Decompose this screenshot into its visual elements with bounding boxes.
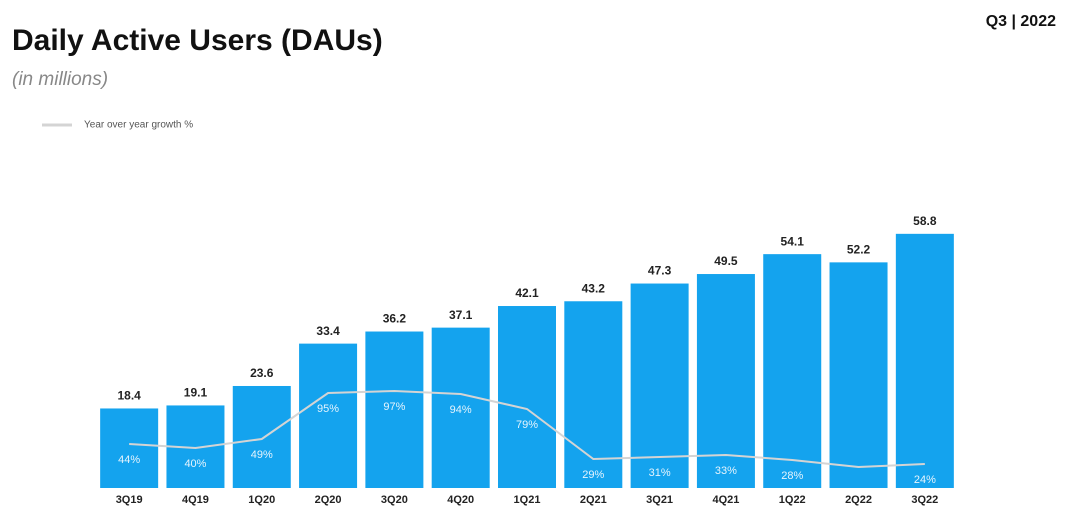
bar bbox=[829, 262, 888, 488]
legend-label: Year over year growth % bbox=[84, 120, 193, 131]
bar bbox=[564, 301, 623, 488]
x-tick-label: 3Q20 bbox=[381, 494, 408, 506]
growth-label: 40% bbox=[184, 458, 206, 470]
x-tick-label: 1Q22 bbox=[779, 494, 806, 506]
x-tick-label: 2Q20 bbox=[315, 494, 342, 506]
bar bbox=[895, 233, 954, 488]
bar-value-label: 43.2 bbox=[582, 281, 606, 295]
x-tick-label: 2Q21 bbox=[580, 494, 607, 506]
growth-label: 24% bbox=[914, 474, 936, 486]
growth-label: 44% bbox=[118, 454, 140, 466]
bar-value-label: 36.2 bbox=[383, 312, 407, 326]
x-tick-label: 3Q22 bbox=[911, 494, 938, 506]
period: Q3 | 2022 bbox=[986, 13, 1056, 30]
growth-label: 33% bbox=[715, 465, 737, 477]
bar-value-label: 52.2 bbox=[847, 243, 871, 257]
x-tick-label: 4Q20 bbox=[447, 494, 474, 506]
x-tick-label: 4Q19 bbox=[182, 494, 209, 506]
x-tick-label: 1Q21 bbox=[514, 494, 541, 506]
bar bbox=[696, 274, 755, 488]
growth-label: 97% bbox=[383, 401, 405, 413]
bar bbox=[498, 306, 556, 488]
x-tick-label: 4Q21 bbox=[712, 494, 739, 506]
x-tick-label: 3Q19 bbox=[116, 494, 143, 506]
bar-value-label: 33.4 bbox=[316, 324, 340, 338]
x-tick-label: 2Q22 bbox=[845, 494, 872, 506]
growth-label: 28% bbox=[781, 470, 803, 482]
bar bbox=[232, 385, 291, 488]
growth-label: 94% bbox=[450, 404, 472, 416]
bar-value-label: 37.1 bbox=[449, 308, 473, 322]
growth-label: 29% bbox=[582, 469, 604, 481]
bar-value-label: 42.1 bbox=[515, 286, 539, 300]
growth-line bbox=[129, 389, 925, 469]
bar-value-label: 47.3 bbox=[648, 264, 672, 278]
growth-label: 95% bbox=[317, 403, 339, 415]
growth-label: 79% bbox=[516, 419, 538, 431]
chart-subtitle: (in millions) bbox=[12, 69, 108, 90]
bar-value-label: 23.6 bbox=[250, 366, 274, 380]
growth-label: 31% bbox=[649, 467, 671, 479]
bar bbox=[100, 408, 159, 488]
bar bbox=[431, 327, 490, 488]
x-tick-label: 3Q21 bbox=[646, 494, 673, 506]
bar bbox=[630, 283, 689, 488]
bar-value-label: 54.1 bbox=[781, 234, 805, 248]
bar bbox=[763, 254, 822, 488]
growth-label: 49% bbox=[251, 449, 273, 461]
bar bbox=[299, 343, 358, 488]
chart-title: Daily Active Users (DAUs) bbox=[12, 24, 383, 57]
x-tick-label: 1Q20 bbox=[248, 494, 275, 506]
bar-value-label: 18.4 bbox=[117, 389, 141, 403]
bar-value-label: 49.5 bbox=[714, 254, 738, 268]
bar-value-label: 19.1 bbox=[184, 386, 208, 400]
bar-value-label: 58.8 bbox=[913, 214, 937, 228]
bar bbox=[365, 331, 424, 488]
